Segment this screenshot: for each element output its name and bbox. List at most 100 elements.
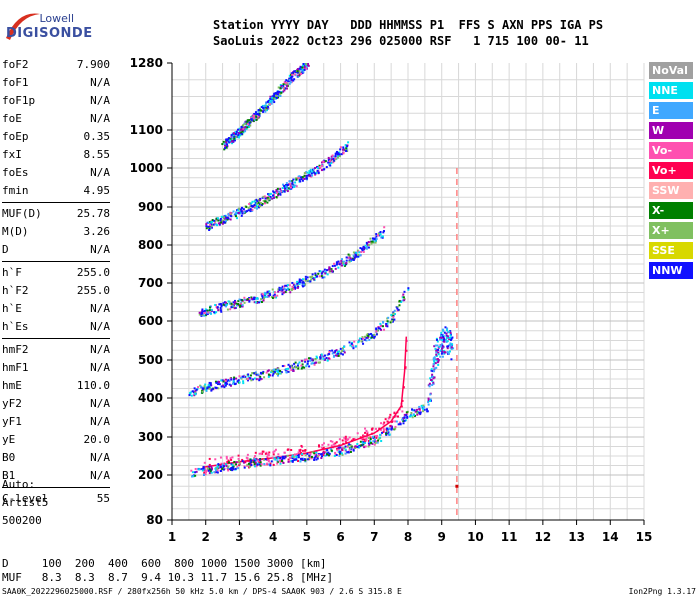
- y-tick-label: 700: [138, 276, 163, 290]
- echo-point: [327, 443, 330, 446]
- echo-point: [373, 238, 376, 241]
- echo-point: [344, 148, 347, 151]
- echo-point: [278, 90, 281, 93]
- echo-point: [241, 130, 244, 133]
- echo-point: [331, 349, 334, 352]
- echo-point: [265, 451, 268, 454]
- echo-point: [405, 414, 408, 417]
- echo-point: [438, 345, 441, 348]
- echo-point: [341, 347, 344, 350]
- echo-point: [277, 192, 280, 195]
- echo-point: [389, 424, 392, 427]
- echo-point: [255, 457, 258, 460]
- echo-point: [447, 345, 450, 348]
- echo-point: [272, 194, 275, 197]
- echo-point: [297, 459, 300, 462]
- echo-point: [269, 374, 272, 377]
- echo-point: [395, 420, 398, 423]
- echo-point: [267, 295, 270, 298]
- echo-point: [195, 470, 198, 473]
- echo-point: [402, 293, 405, 296]
- echo-point: [398, 304, 401, 307]
- echo-point: [248, 300, 251, 303]
- echo-point: [281, 289, 284, 292]
- echo-point: [366, 431, 369, 434]
- echo-point: [277, 367, 280, 370]
- echo-point: [393, 412, 396, 415]
- echo-point: [291, 181, 294, 184]
- echo-point: [219, 309, 222, 312]
- echo-point: [320, 457, 323, 460]
- echo-point: [253, 463, 256, 466]
- echo-point: [264, 197, 267, 200]
- echo-point: [237, 133, 240, 136]
- echo-point: [412, 413, 415, 416]
- echo-point: [301, 366, 304, 369]
- echo-point: [287, 370, 290, 373]
- param-name: h`F2: [2, 284, 29, 297]
- echo-point: [279, 370, 282, 373]
- echo-point: [324, 454, 327, 457]
- echo-point: [363, 246, 366, 249]
- echo-point: [399, 422, 402, 425]
- param-row: foF1 N/A: [2, 74, 110, 92]
- echo-point: [452, 347, 455, 350]
- param-row: MUF(D) 25.78: [2, 205, 110, 223]
- echo-point: [253, 464, 256, 467]
- echo-point: [349, 448, 352, 451]
- echo-point: [340, 352, 343, 355]
- echo-point: [440, 352, 443, 355]
- echo-point: [190, 469, 193, 472]
- echo-point: [301, 285, 304, 288]
- echo-point: [331, 265, 334, 268]
- echo-point: [268, 290, 271, 293]
- echo-point: [274, 94, 277, 97]
- echo-point: [238, 375, 241, 378]
- echo-point: [439, 334, 442, 337]
- echo-point: [427, 401, 430, 404]
- echo-point: [301, 179, 304, 182]
- echo-point: [434, 362, 437, 365]
- echo-point: [285, 284, 288, 287]
- echo-point: [271, 369, 274, 372]
- echo-point: [286, 190, 289, 193]
- echo-point: [299, 281, 302, 284]
- echo-point: [237, 303, 240, 306]
- echo-point: [443, 337, 446, 340]
- echo-point: [241, 129, 244, 132]
- echo-point: [393, 318, 396, 321]
- echo-point: [445, 340, 448, 343]
- echo-point: [286, 187, 289, 190]
- echo-point: [221, 379, 224, 382]
- echo-point: [422, 410, 425, 413]
- logo-swoosh-icon: [6, 13, 40, 40]
- echo-point: [278, 286, 281, 289]
- echo-point: [239, 208, 242, 211]
- echo-point: [239, 131, 242, 134]
- echo-point: [340, 264, 343, 267]
- echo-point: [364, 441, 367, 444]
- echo-point: [225, 139, 228, 142]
- echo-point: [293, 286, 296, 289]
- echo-point: [373, 443, 376, 446]
- echo-point: [217, 309, 220, 312]
- echo-point: [298, 449, 301, 452]
- echo-point: [372, 440, 375, 443]
- echo-point: [281, 186, 284, 189]
- echo-point: [435, 338, 438, 341]
- echo-point: [251, 200, 254, 203]
- echo-point: [440, 331, 443, 334]
- echo-point: [288, 78, 291, 81]
- echo-point: [208, 228, 211, 231]
- echo-point: [269, 192, 272, 195]
- echo-point: [278, 372, 281, 375]
- echo-point: [306, 452, 309, 455]
- param-separator: [2, 338, 110, 339]
- echo-point: [397, 308, 400, 311]
- echo-point: [436, 340, 439, 343]
- echo-point: [285, 370, 288, 373]
- echo-point: [233, 460, 236, 463]
- echo-point: [376, 434, 379, 437]
- echo-point: [386, 325, 389, 328]
- echo-point: [338, 155, 341, 158]
